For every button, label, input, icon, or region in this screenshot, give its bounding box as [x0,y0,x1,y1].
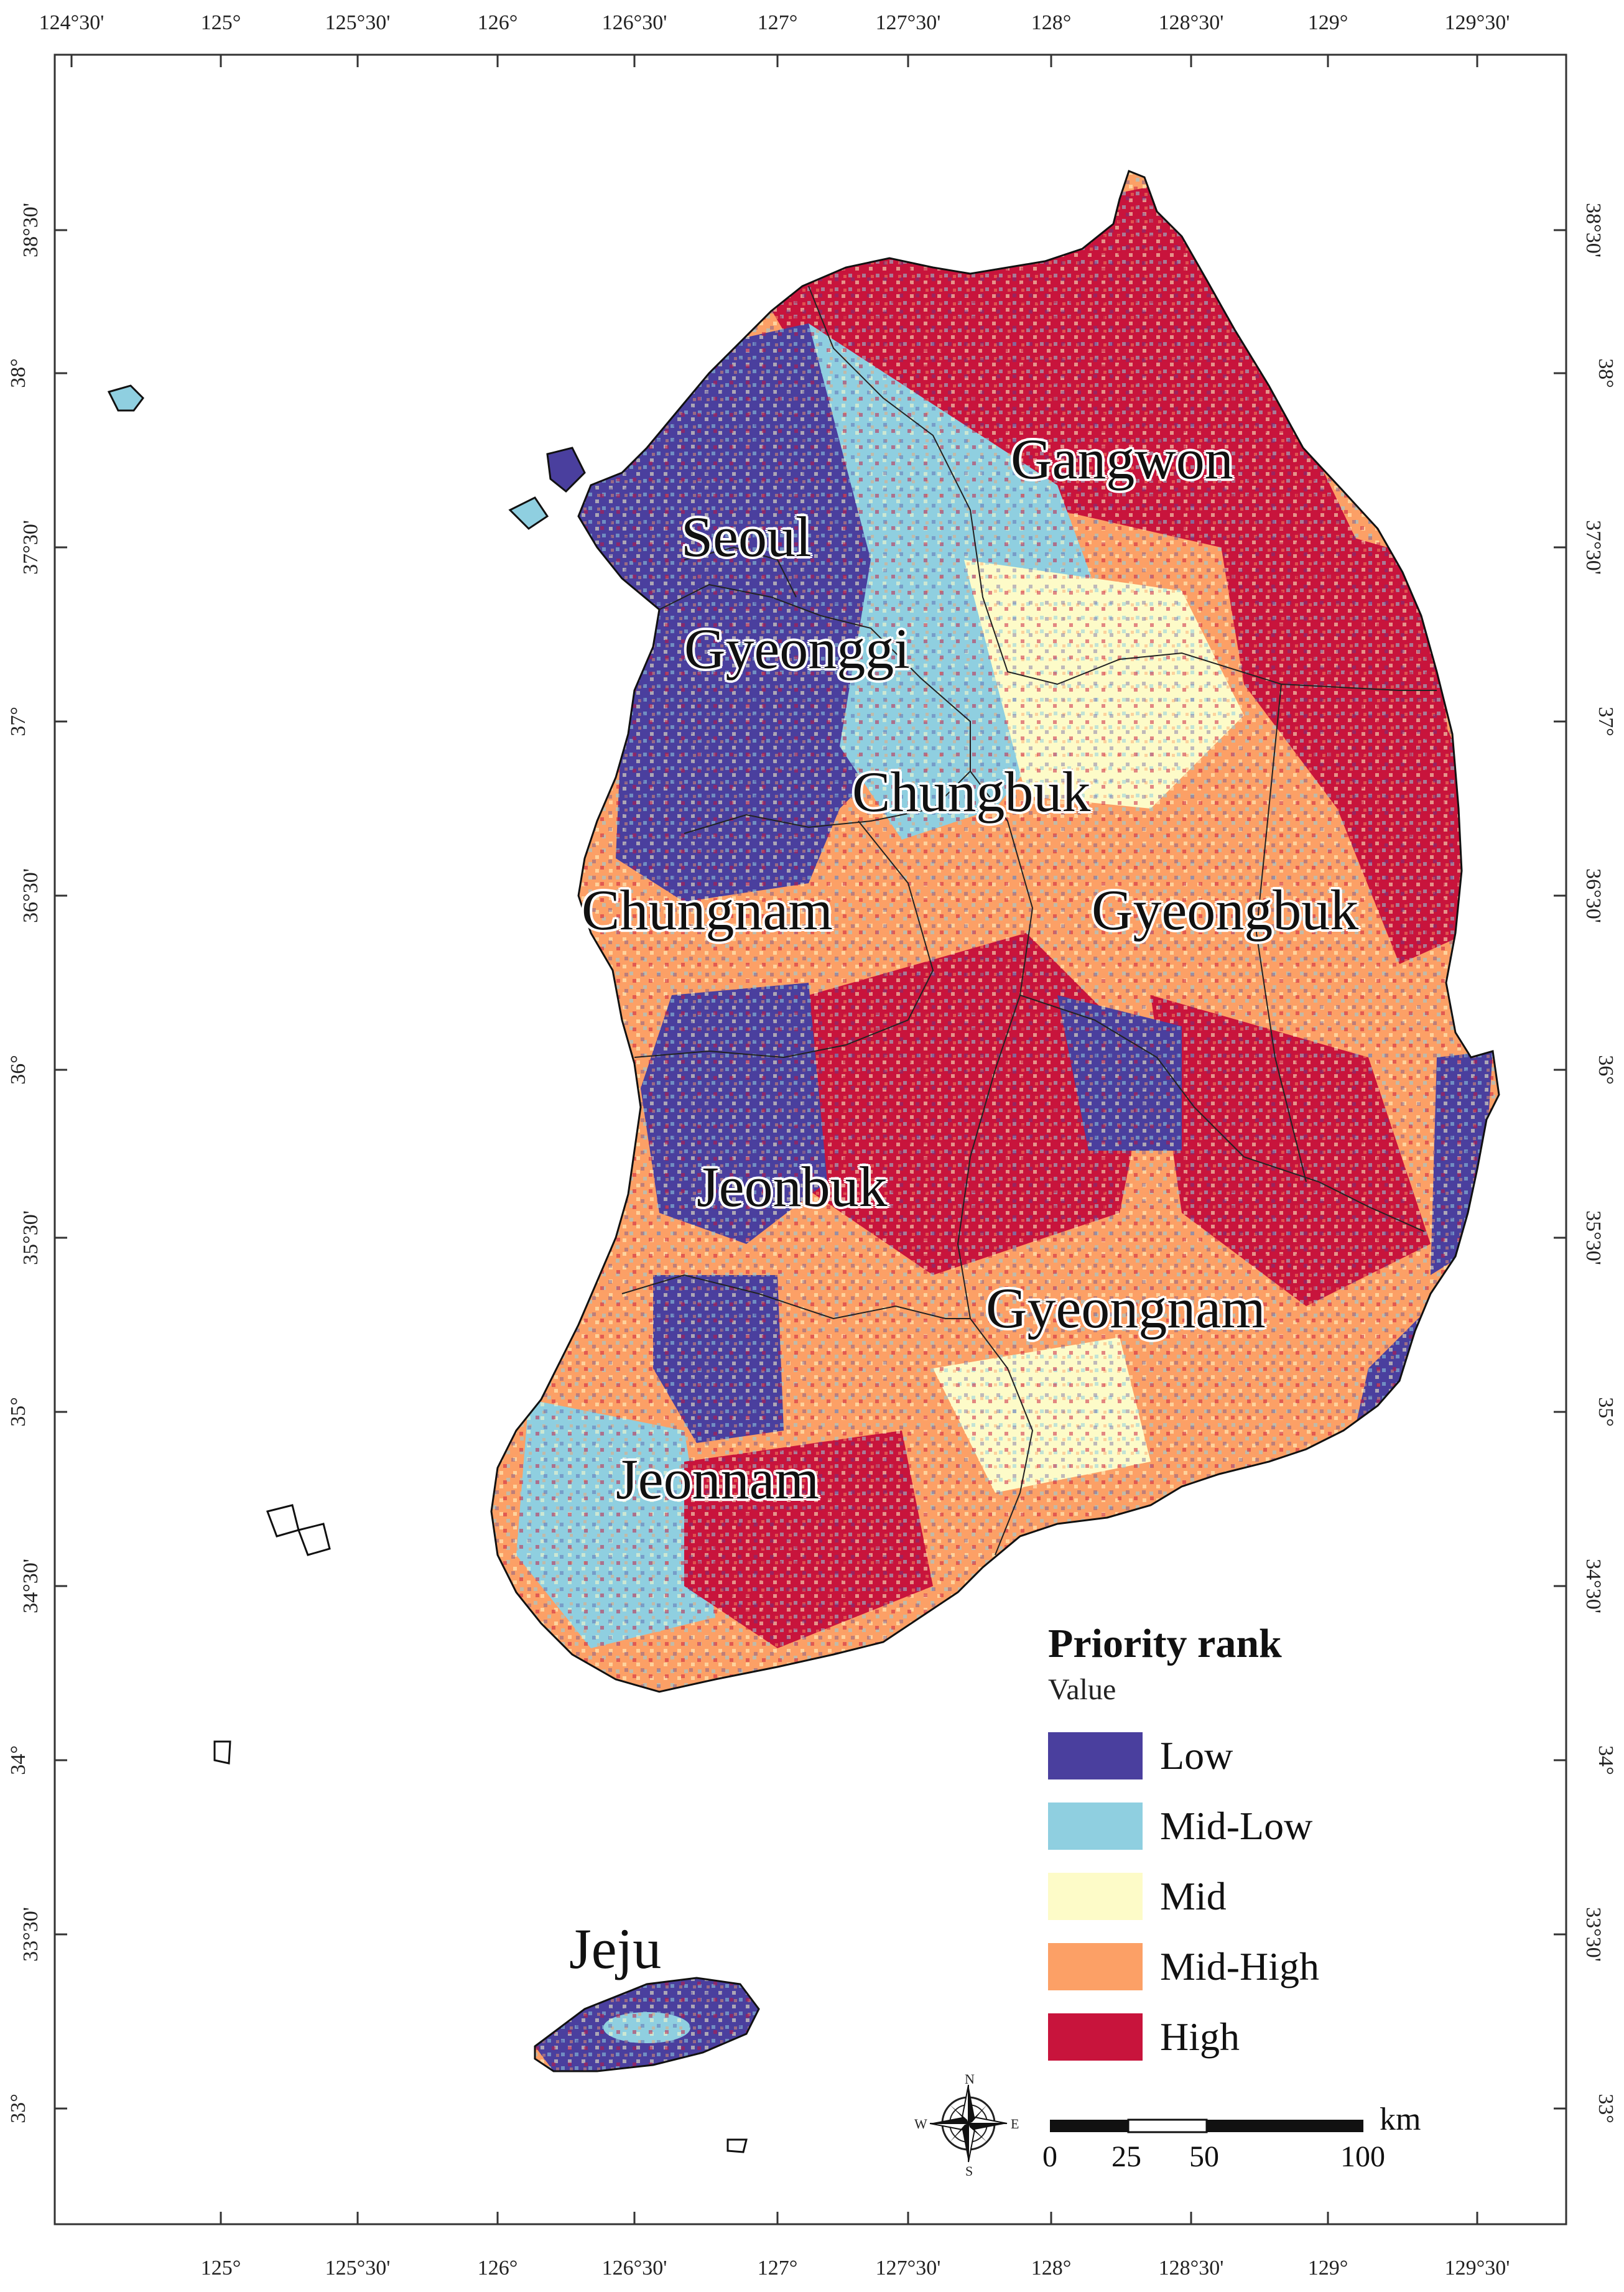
legend-subtitle: Value [1048,1673,1116,1706]
legend-item-high: High [1048,2002,1396,2072]
lon-label-bottom-7: 128°30' [1158,2257,1224,2280]
lon-label-top-10: 129°30' [1444,11,1510,34]
lon-label-bottom-9: 129°30' [1444,2257,1510,2280]
lat-label-left-8: 34°30' [19,1559,42,1613]
lon-label-top-2: 125°30' [325,11,391,34]
lon-label-bottom-3: 126°30' [601,2257,667,2280]
region-label-chungnam: Chungnam [582,878,833,942]
lat-label-left-11: 33° [6,2094,30,2123]
lat-label-right-5: 36° [1594,1055,1618,1085]
legend-item-mid-low: Mid-Low [1048,1791,1396,1861]
lon-label-bottom-4: 127° [757,2257,798,2280]
legend-swatch [1048,1942,1143,1990]
compass-east: E [1011,2116,1019,2132]
lat-label-left-6: 35°30' [19,1210,42,1265]
scale-unit: km [1380,2102,1421,2137]
lon-label-top-6: 127°30' [875,11,941,34]
lon-label-bottom-1: 125°30' [325,2257,391,2280]
compass-south: S [965,2163,973,2179]
lon-label-top-4: 126°30' [601,11,667,34]
lat-label-right-11: 33° [1594,2094,1618,2123]
lat-label-right-8: 34°30' [1582,1559,1605,1613]
legend-label: Mid [1160,1873,1227,1918]
region-label-jeonbuk: Jeonbuk [697,1155,888,1218]
lon-label-top-1: 125° [200,11,241,34]
scale-label-0: 0 [1042,2140,1057,2173]
lat-label-right-9: 34° [1594,1745,1618,1775]
lon-label-top-0: 124°30' [39,11,104,34]
compass-west: W [914,2116,927,2132]
lat-label-left-9: 34° [6,1745,30,1775]
lon-label-top-3: 126° [477,11,518,34]
lat-label-right-7: 35° [1594,1397,1618,1427]
lon-label-bottom-8: 129° [1307,2257,1348,2280]
legend-label: Mid-Low [1160,1803,1313,1848]
legend-item-mid: Mid [1048,1861,1396,1931]
lat-label-left-1: 38° [6,358,30,388]
lat-label-left-10: 33°30' [19,1907,42,1962]
legend-title: Priority rank [1048,1621,1282,1666]
lat-label-left-7: 35° [6,1397,30,1427]
lon-label-top-8: 128°30' [1158,11,1224,34]
legend-swatch [1048,1802,1143,1850]
lat-label-right-1: 38° [1594,358,1618,388]
scale-bar [1050,2118,1363,2133]
lat-label-right-2: 37°30' [1582,520,1605,575]
legend-item-low: Low [1048,1720,1396,1791]
region-label-gangwon: Gangwon [1011,427,1233,491]
lat-label-left-0: 38°30' [19,203,42,258]
lon-label-bottom-0: 125° [200,2257,241,2280]
lon-label-top-5: 127° [757,11,798,34]
islands [107,384,748,2153]
legend-item-mid-high: Mid-High [1048,1931,1396,2002]
legend-label: Mid-High [1160,1944,1319,1988]
region-label-gyeonggi: Gyeonggi [684,617,910,680]
legend-swatch [1048,1872,1143,1920]
lon-label-bottom-5: 127°30' [875,2257,941,2280]
lon-label-bottom-2: 126° [477,2257,518,2280]
lat-label-right-3: 37° [1594,707,1618,736]
lon-label-bottom-6: 128° [1031,2257,1072,2280]
lat-label-left-5: 36° [6,1055,30,1085]
region-label-chungbuk: Chungbuk [852,760,1091,824]
scale-label-100: 100 [1340,2140,1385,2173]
lon-label-top-7: 128° [1031,11,1072,34]
legend-label: Low [1160,1733,1233,1778]
map-frame [53,53,1567,2225]
lat-label-right-6: 35°30' [1582,1210,1605,1265]
lat-label-right-4: 36°30' [1582,868,1605,923]
lon-label-top-9: 129° [1307,11,1348,34]
lat-label-right-10: 33°30' [1582,1907,1605,1962]
compass-north: N [965,2071,975,2087]
legend-label: High [1160,2014,1240,2059]
region-label-gyeongbuk: Gyeongbuk [1092,878,1359,942]
legend-swatch [1048,2013,1143,2061]
legend: Priority rank Value Low Mid-Low Mid Mid-… [1048,1620,1396,2072]
scale-label-50: 50 [1189,2140,1219,2173]
region-label-jeju: Jeju [569,1917,662,1980]
lat-label-right-0: 38°30' [1582,203,1605,258]
legend-swatch [1048,1732,1143,1779]
scale-label-25: 25 [1111,2140,1141,2173]
region-label-seoul: Seoul [681,505,812,568]
coastline [490,170,1500,2072]
lat-label-left-3: 37° [6,707,30,736]
lat-label-left-2: 37°30' [19,520,42,575]
compass-rose-icon [929,2084,1008,2163]
region-label-gyeongnam: Gyeongnam [986,1276,1266,1340]
province-boundaries [621,285,1437,1556]
lat-label-left-4: 36°30' [19,868,42,923]
region-label-jeonnam: Jeonnam [616,1447,820,1511]
